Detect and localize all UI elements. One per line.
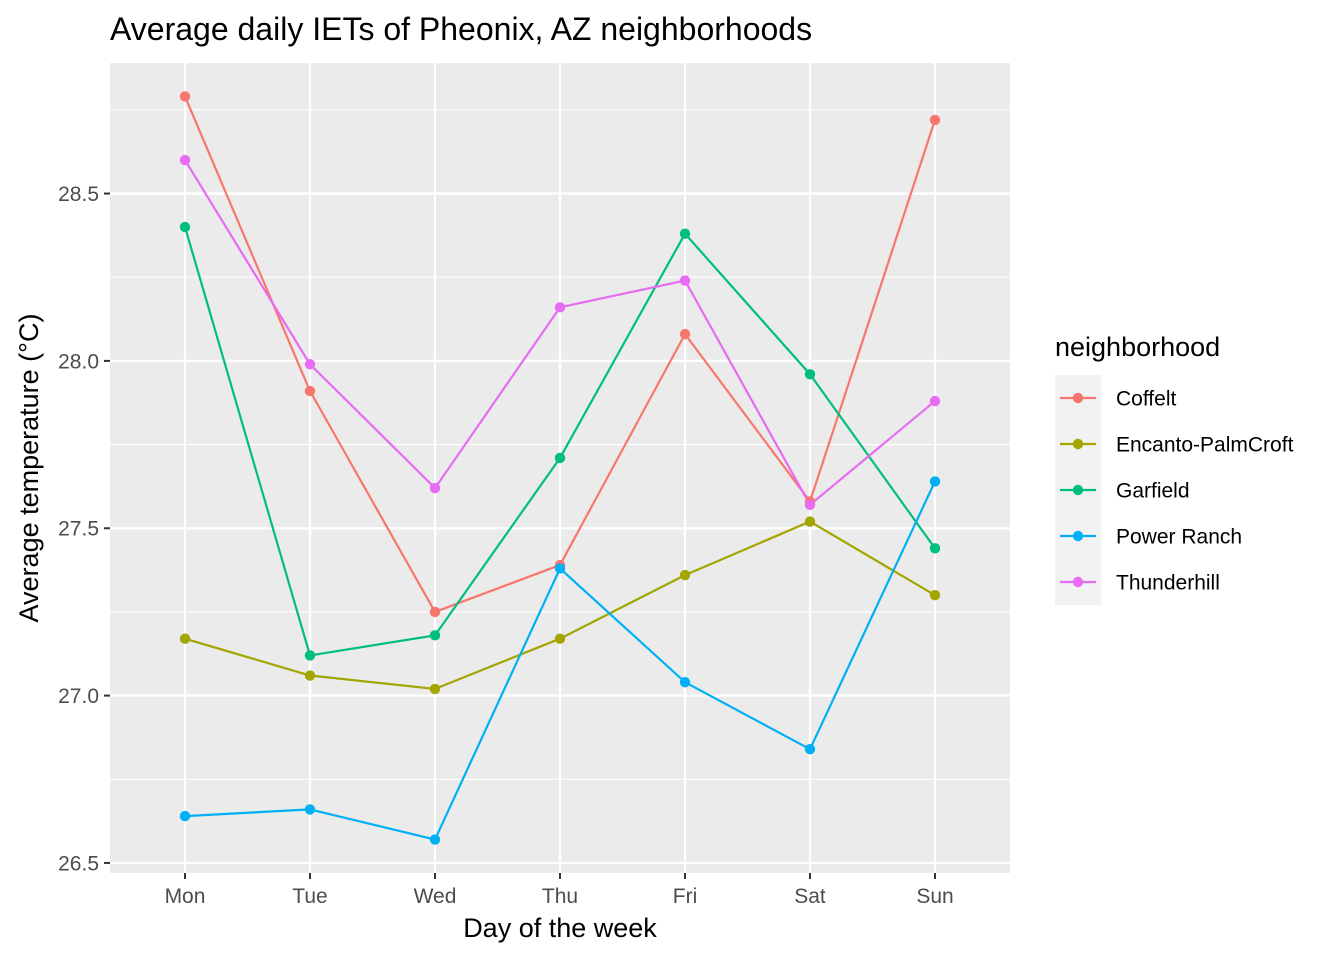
- legend-key-point-garfield: [1072, 484, 1084, 496]
- data-point-encanto-palmcroft: [179, 633, 191, 644]
- data-point-encanto-palmcroft: [929, 589, 941, 601]
- major-gridlines: [110, 63, 1010, 873]
- data-point-garfield: [804, 369, 816, 380]
- data-point-encanto-palmcroft: [429, 683, 441, 695]
- data-point-power-ranch: [804, 743, 816, 755]
- data-point-encanto-palmcroft: [554, 633, 566, 644]
- x-tick-label: Fri: [673, 885, 698, 908]
- data-point-thunderhill: [554, 302, 566, 313]
- data-point-thunderhill: [804, 499, 816, 511]
- data-point-coffelt: [179, 91, 191, 102]
- y-tick-label: 28.5: [58, 183, 99, 206]
- data-point-power-ranch: [179, 810, 191, 822]
- data-point-garfield: [179, 221, 191, 233]
- y-tick-label: 27.5: [58, 518, 99, 541]
- chart-title: Average daily IETs of Pheonix, AZ neighb…: [110, 11, 812, 47]
- data-point-power-ranch: [929, 476, 941, 487]
- series-layer: [179, 91, 941, 845]
- legend-label-coffelt: Coffelt: [1116, 388, 1176, 411]
- x-tick-label: Thu: [542, 885, 578, 908]
- x-axis: Mon Tue Wed Thu Fri Sat Sun: [165, 873, 954, 908]
- legend-key-point-coffelt: [1072, 392, 1084, 404]
- data-point-power-ranch: [554, 563, 566, 574]
- legend-label-garfield: Garfield: [1116, 480, 1190, 503]
- x-axis-title: Day of the week: [463, 913, 657, 943]
- legend-key-point-encanto-palmcroft: [1072, 438, 1084, 450]
- x-tick-label: Sun: [916, 885, 953, 908]
- data-point-coffelt: [304, 385, 316, 397]
- data-point-garfield: [679, 228, 691, 239]
- data-point-coffelt: [429, 606, 441, 618]
- legend-label-power-ranch: Power Ranch: [1116, 526, 1242, 549]
- data-point-coffelt: [929, 114, 941, 126]
- y-tick-label: 26.5: [58, 852, 99, 875]
- data-point-encanto-palmcroft: [679, 569, 691, 581]
- legend-label-encanto-palmcroft: Encanto-PalmCroft: [1116, 434, 1294, 457]
- y-tick-label: 28.0: [58, 350, 99, 373]
- data-point-encanto-palmcroft: [804, 516, 816, 527]
- data-point-garfield: [429, 630, 441, 641]
- data-point-power-ranch: [304, 804, 316, 815]
- x-tick-label: Mon: [165, 885, 206, 908]
- data-point-garfield: [304, 650, 316, 661]
- data-point-thunderhill: [929, 395, 941, 407]
- data-point-power-ranch: [679, 677, 691, 688]
- x-tick-label: Tue: [292, 885, 327, 908]
- data-point-coffelt: [679, 328, 691, 340]
- data-point-garfield: [554, 452, 566, 464]
- y-tick-label: 27.0: [58, 685, 99, 708]
- legend: neighborhood Coffelt Encanto-PalmCroft Gar…: [1055, 332, 1294, 605]
- legend-title: neighborhood: [1055, 332, 1220, 362]
- y-axis: 26.5 27.0 27.5 28.0 28.5: [58, 183, 110, 875]
- legend-label-thunderhill: Thunderhill: [1116, 572, 1220, 595]
- data-point-power-ranch: [429, 834, 441, 845]
- y-axis-title: Average temperature (°C): [14, 314, 44, 623]
- x-tick-label: Wed: [414, 885, 457, 908]
- legend-key-point-power-ranch: [1072, 530, 1084, 542]
- data-point-thunderhill: [429, 482, 441, 494]
- x-tick-label: Sat: [794, 885, 826, 908]
- data-point-thunderhill: [679, 275, 691, 286]
- data-point-thunderhill: [179, 154, 191, 166]
- legend-key-point-thunderhill: [1072, 576, 1084, 588]
- data-point-thunderhill: [304, 359, 316, 370]
- data-point-garfield: [929, 543, 941, 554]
- data-point-encanto-palmcroft: [304, 670, 316, 681]
